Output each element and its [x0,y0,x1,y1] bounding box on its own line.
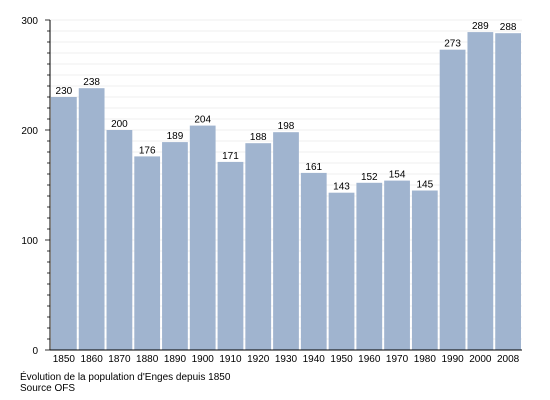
data-label-2008: 288 [500,22,517,33]
bar-1890 [162,142,188,350]
x-tick-label-1980: 1980 [414,354,437,365]
x-tick-label-1910: 1910 [219,354,242,365]
bar-1980 [411,190,438,350]
y-tick-label-0: 0 [32,346,38,357]
data-label-1980: 145 [416,180,433,191]
data-label-1970: 154 [389,170,406,181]
bars [51,32,521,350]
x-tick-label-1930: 1930 [275,354,298,365]
bar-1870 [106,130,133,350]
x-tick-label-2008: 2008 [497,354,520,365]
bar-1910 [217,161,244,350]
data-label-1920: 188 [250,132,267,143]
chart-source: Source OFS [20,383,76,394]
x-tick-label-1940: 1940 [303,354,326,365]
x-tick-label-1860: 1860 [81,354,104,365]
data-label-1900: 204 [194,115,211,126]
x-tick-label-1920: 1920 [247,354,270,365]
x-tick-label-1990: 1990 [441,354,464,365]
bar-1940 [300,172,327,350]
bar-1900 [189,125,216,350]
data-label-1870: 200 [111,119,128,130]
y-tick-label-100: 100 [21,236,38,247]
data-label-1860: 238 [83,77,100,88]
bar-1960 [356,182,383,350]
data-label-1850: 230 [56,86,73,97]
bar-1880 [134,156,161,350]
bar-1970 [384,180,410,350]
bar-2008 [495,33,521,350]
x-tick-label-1960: 1960 [358,354,381,365]
x-tick-label-1890: 1890 [164,354,187,365]
x-tick-label-1870: 1870 [108,354,131,365]
chart-caption: Évolution de la population d'Enges depui… [20,372,231,383]
axes: 1850 1860 1870 1880 1890 1900 1910 1920 1930 1940… [21,16,522,365]
data-label-1910: 171 [222,151,239,162]
x-tick-label-1880: 1880 [136,354,159,365]
y-tick-label-200: 200 [21,126,38,137]
x-tick-label-2000: 2000 [469,354,492,365]
data-label-1960: 152 [361,172,378,183]
y-tick-label-300: 300 [21,16,38,27]
bar-1860 [78,88,105,350]
data-label-1890: 189 [167,131,184,142]
bar-1850 [51,97,77,350]
data-label-1950: 143 [333,182,350,193]
data-labels: 230 238 200 176 189 204 171 188 198 161 143 152 154 1… [56,21,517,193]
x-tick-label-1900: 1900 [192,354,215,365]
bar-1920 [245,143,272,350]
x-tick-label-1950: 1950 [330,354,353,365]
x-tick-label-1970: 1970 [386,354,409,365]
data-label-1930: 198 [278,121,295,132]
bar-1990 [439,49,466,350]
data-label-2000: 289 [472,21,489,32]
bar-1930 [273,132,299,350]
bar-2000 [467,32,494,350]
data-label-1880: 176 [139,145,156,156]
x-tick-label-1850: 1850 [53,354,76,365]
bar-1950 [328,192,355,350]
data-label-1940: 161 [305,162,322,173]
data-label-1990: 273 [444,39,461,50]
